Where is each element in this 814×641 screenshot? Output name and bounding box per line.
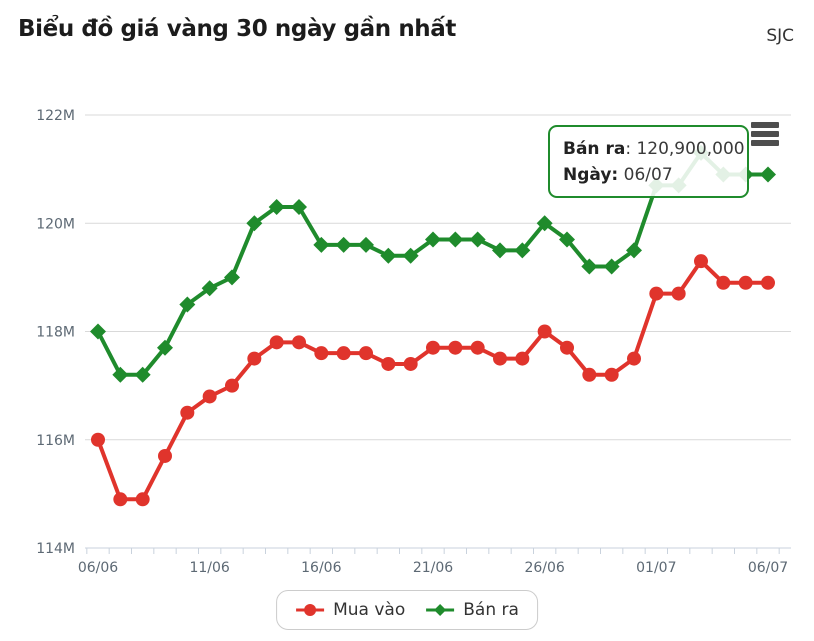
data-point-buy[interactable] — [292, 335, 306, 350]
legend-item-mua-vao[interactable]: Mua vào — [295, 600, 405, 620]
data-point-buy[interactable] — [761, 275, 775, 290]
chart-tooltip: Bán ra: 120,900,000 Ngày: 06/07 — [548, 125, 749, 198]
data-point-buy[interactable] — [225, 378, 239, 393]
data-point-buy[interactable] — [671, 286, 686, 301]
data-point-sell[interactable] — [224, 269, 240, 286]
data-point-buy[interactable] — [649, 286, 664, 301]
data-point-sell[interactable] — [603, 258, 620, 275]
x-axis-label: 11/06 — [189, 560, 229, 576]
data-point-buy[interactable] — [113, 492, 128, 507]
data-point-sell[interactable] — [469, 231, 486, 248]
data-point-buy[interactable] — [627, 351, 641, 366]
data-point-buy[interactable] — [604, 367, 619, 382]
x-axis-label: 06/07 — [748, 560, 788, 576]
data-point-sell[interactable] — [313, 236, 330, 253]
chart-legend: Mua vào Bán ra — [276, 590, 538, 630]
data-point-buy[interactable] — [269, 335, 284, 350]
brand-label: SJC — [766, 26, 794, 46]
data-point-buy[interactable] — [403, 356, 418, 371]
data-point-buy[interactable] — [738, 275, 753, 290]
x-axis-label: 16/06 — [301, 560, 341, 576]
x-axis-label: 01/07 — [636, 560, 676, 576]
data-point-buy[interactable] — [560, 340, 574, 355]
buy-series-marker-icon — [296, 604, 325, 616]
data-point-sell[interactable] — [201, 280, 218, 297]
data-point-buy[interactable] — [381, 356, 396, 371]
page-title: Biểu đồ giá vàng 30 ngày gần nhất — [18, 16, 456, 42]
data-point-sell[interactable] — [425, 231, 441, 248]
data-point-buy[interactable] — [470, 340, 485, 355]
y-axis-label: 118M — [36, 325, 75, 341]
data-point-sell[interactable] — [335, 236, 352, 253]
data-point-sell[interactable] — [134, 366, 151, 383]
data-point-buy[interactable] — [515, 351, 530, 366]
export-menu-button[interactable] — [751, 122, 779, 146]
data-point-buy[interactable] — [493, 351, 507, 366]
y-axis-label: 114M — [36, 541, 75, 557]
data-point-sell[interactable] — [291, 199, 307, 216]
data-point-sell[interactable] — [246, 215, 263, 232]
data-point-buy[interactable] — [582, 367, 597, 382]
data-point-sell[interactable] — [90, 323, 106, 340]
data-point-buy[interactable] — [537, 324, 552, 339]
data-point-buy[interactable] — [158, 448, 172, 463]
data-point-sell[interactable] — [514, 242, 531, 259]
tooltip-line-sell: Bán ra: 120,900,000 — [563, 139, 745, 159]
data-point-sell[interactable] — [402, 247, 419, 264]
data-point-sell[interactable] — [492, 242, 508, 259]
data-point-sell[interactable] — [760, 166, 776, 183]
data-point-sell[interactable] — [268, 199, 285, 216]
data-point-sell[interactable] — [536, 215, 553, 232]
data-point-buy[interactable] — [202, 389, 217, 404]
data-point-sell[interactable] — [626, 242, 642, 259]
y-axis-label: 120M — [36, 216, 75, 232]
data-point-buy[interactable] — [694, 254, 708, 269]
data-point-buy[interactable] — [448, 340, 463, 355]
hamburger-icon — [751, 122, 779, 128]
data-point-sell[interactable] — [179, 296, 196, 313]
data-point-buy[interactable] — [716, 275, 731, 290]
legend-label-sell: Bán ra — [463, 600, 519, 620]
data-point-buy[interactable] — [180, 405, 195, 420]
data-point-sell[interactable] — [581, 258, 598, 275]
data-point-sell[interactable] — [157, 339, 173, 356]
data-point-sell[interactable] — [559, 231, 575, 248]
y-axis-label: 122M — [36, 108, 75, 124]
legend-label-buy: Mua vào — [333, 600, 406, 620]
data-point-buy[interactable] — [314, 346, 329, 361]
x-axis-label: 21/06 — [413, 560, 453, 576]
data-point-buy[interactable] — [247, 351, 262, 366]
data-point-buy[interactable] — [91, 432, 105, 447]
data-point-buy[interactable] — [426, 340, 440, 355]
data-point-sell[interactable] — [112, 366, 129, 383]
data-point-sell[interactable] — [380, 247, 397, 264]
tooltip-line-date: Ngày: 06/07 — [563, 165, 673, 185]
data-point-buy[interactable] — [135, 492, 150, 507]
data-point-buy[interactable] — [359, 346, 373, 361]
y-axis-label: 116M — [36, 433, 75, 449]
x-axis-label: 06/06 — [78, 560, 118, 576]
data-point-buy[interactable] — [336, 346, 351, 361]
data-point-sell[interactable] — [447, 231, 464, 248]
data-point-sell[interactable] — [358, 236, 374, 253]
x-axis-label: 26/06 — [524, 560, 564, 576]
sell-series-marker-icon — [426, 604, 455, 616]
legend-item-ban-ra[interactable]: Bán ra — [425, 600, 519, 620]
